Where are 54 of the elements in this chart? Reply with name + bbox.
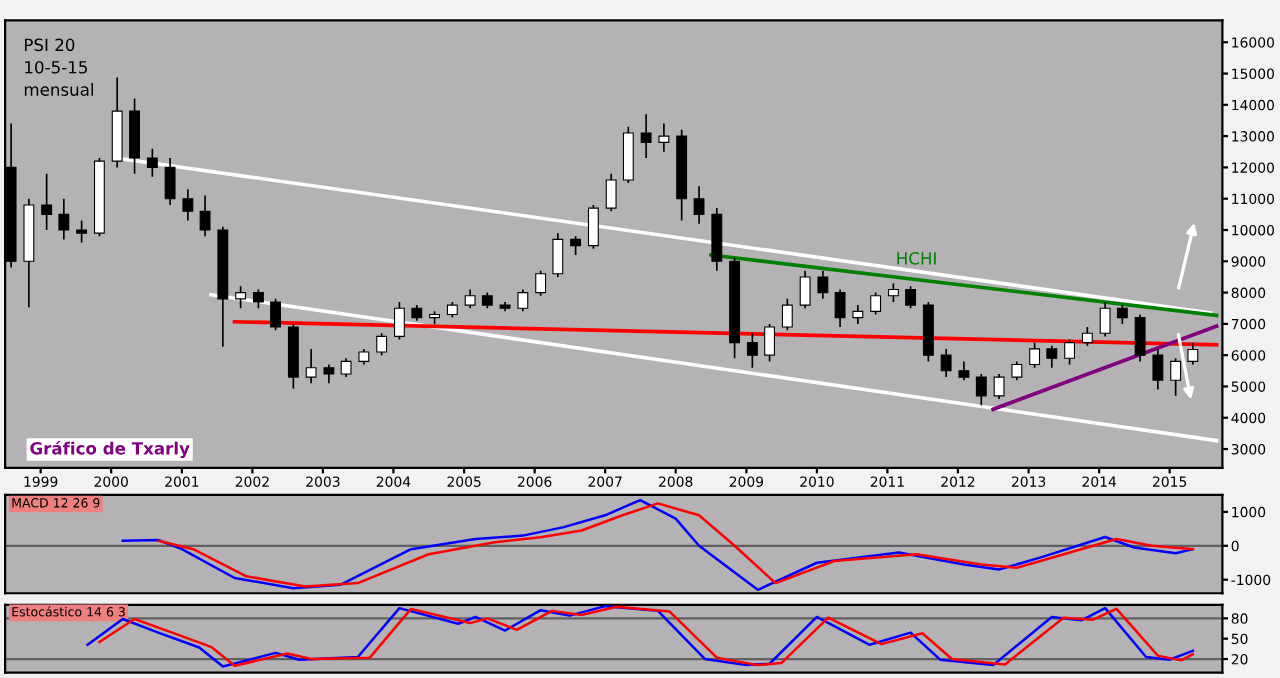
candlestick <box>517 288 529 313</box>
candlestick <box>76 219 88 244</box>
annotation: mensual <box>24 82 93 96</box>
candlestick <box>464 288 476 310</box>
candlestick <box>605 172 617 213</box>
candlestick <box>870 291 882 316</box>
candlestick <box>887 282 899 303</box>
candlestick <box>799 269 811 310</box>
candlestick <box>764 323 776 363</box>
candlestick <box>746 332 758 369</box>
candlestick <box>711 207 723 272</box>
candlestick <box>199 194 211 238</box>
candlestick <box>1134 313 1146 363</box>
candlestick <box>182 188 194 222</box>
annotation: 10-5-15 <box>25 60 87 74</box>
candlestick <box>1011 360 1023 382</box>
candlestick <box>252 288 264 310</box>
annotation: Gráfico de Txarly <box>30 441 190 458</box>
candlestick <box>393 301 405 341</box>
candlestick <box>376 332 388 357</box>
candlestick <box>552 232 564 278</box>
candlestick <box>587 204 599 250</box>
candlestick <box>905 285 917 310</box>
annotation: HCHI <box>897 252 936 265</box>
candlestick <box>340 357 352 378</box>
candlestick <box>693 185 705 225</box>
candlestick <box>1081 326 1093 347</box>
candlestick <box>622 125 634 184</box>
candlestick <box>1046 344 1058 369</box>
candlestick <box>323 363 335 385</box>
candlestick <box>1152 348 1164 391</box>
candlestick <box>975 373 987 407</box>
candlestick <box>146 147 158 178</box>
candlestick <box>640 113 652 159</box>
candlestick <box>164 157 176 206</box>
text: PSI 20 <box>25 38 75 52</box>
candlestick <box>993 373 1005 400</box>
candlestick <box>834 288 846 328</box>
candlestick <box>305 348 317 385</box>
candlestick <box>535 269 547 297</box>
candlestick <box>58 197 70 241</box>
candlestick <box>1064 338 1076 366</box>
candlestick <box>1029 341 1041 369</box>
candlestick <box>658 122 670 153</box>
candlestick <box>852 304 864 325</box>
candlestick <box>129 97 140 175</box>
candlestick <box>270 298 282 331</box>
candlestick <box>940 348 952 378</box>
candlestick <box>41 172 53 231</box>
candlestick <box>1116 304 1128 325</box>
candlestick <box>958 360 970 382</box>
candlestick <box>781 298 793 331</box>
candlestick <box>570 235 582 256</box>
candlestick <box>817 269 829 300</box>
